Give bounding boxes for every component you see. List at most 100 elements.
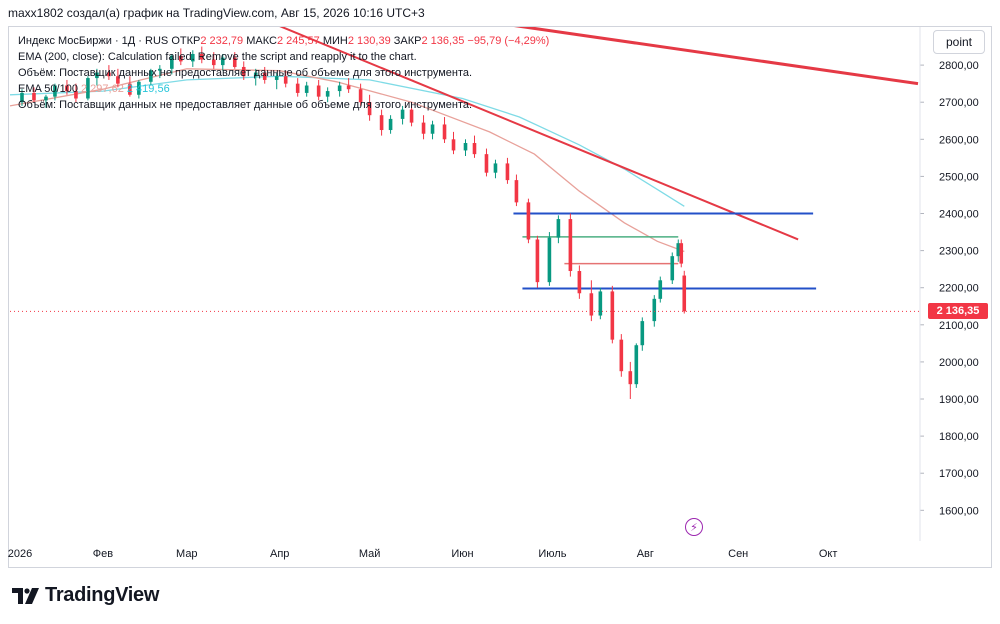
candle-body xyxy=(379,115,384,131)
candle-body xyxy=(65,85,69,92)
candle-body xyxy=(598,291,603,316)
candle-body xyxy=(619,339,624,372)
candle-body xyxy=(74,91,78,99)
candle-body xyxy=(137,81,141,95)
chart-frame xyxy=(8,26,992,568)
candle-body xyxy=(20,92,24,103)
y-tick-label: 1700,00 xyxy=(939,468,979,480)
candle-body xyxy=(568,219,573,272)
candle-body xyxy=(442,124,447,140)
candle-body xyxy=(253,72,258,77)
y-tick-label: 1900,00 xyxy=(939,394,979,406)
candle-body xyxy=(179,55,183,62)
candle-body xyxy=(220,57,225,66)
candle-body xyxy=(149,70,153,82)
x-tick-label: Май xyxy=(359,548,381,560)
x-tick-label: Июн xyxy=(451,548,473,560)
candle-body xyxy=(304,85,309,93)
candle-body xyxy=(676,243,681,257)
candle-body xyxy=(95,72,99,79)
candle-body xyxy=(472,143,477,155)
candle-body xyxy=(577,271,582,294)
candle-body xyxy=(451,139,456,151)
candle-body xyxy=(670,256,675,281)
trendline-long xyxy=(513,27,919,86)
ema100-line xyxy=(9,75,685,207)
x-tick-label: Апр xyxy=(270,548,289,560)
candle-body xyxy=(640,321,645,346)
candle-body xyxy=(589,293,594,316)
candle-body xyxy=(409,109,414,123)
candle-body xyxy=(367,102,372,116)
candle-body xyxy=(652,298,657,322)
candle-body xyxy=(526,202,531,240)
y-tick-label: 2100,00 xyxy=(939,320,979,332)
candle-body xyxy=(400,109,405,119)
candle-body xyxy=(679,243,684,264)
candle-body xyxy=(107,72,111,77)
y-tick-label: 2400,00 xyxy=(939,209,979,221)
candle-body xyxy=(484,154,489,173)
x-tick-label: Июль xyxy=(538,548,566,560)
candle-body xyxy=(493,163,498,173)
candle-body xyxy=(535,239,540,283)
candle-body xyxy=(262,72,267,80)
x-tick-label: 2026 xyxy=(8,548,32,560)
candle-body xyxy=(463,143,468,151)
y-tick-label: 2500,00 xyxy=(939,171,979,183)
candle-body xyxy=(634,345,639,385)
candle-body xyxy=(514,180,519,203)
flash-icon[interactable]: ⚡ xyxy=(685,518,703,536)
candle-body xyxy=(128,83,132,95)
x-tick-label: Сен xyxy=(728,548,748,560)
candle-body xyxy=(316,85,321,97)
x-tick-label: Мар xyxy=(176,548,198,560)
y-tick-label: 1800,00 xyxy=(939,431,979,443)
candle-body xyxy=(199,53,204,60)
candle-body xyxy=(628,371,633,385)
candle-body xyxy=(190,53,195,62)
price-scale-mode-button[interactable]: point xyxy=(933,30,985,54)
candle-body xyxy=(658,280,663,299)
candle-body xyxy=(116,76,120,84)
chart-attribution: maxx1802 создал(а) график на TradingView… xyxy=(8,6,425,20)
candle-body xyxy=(53,85,57,97)
y-tick-label: 2300,00 xyxy=(939,246,979,258)
y-tick-label: 2700,00 xyxy=(939,97,979,109)
x-tick-label: Авг xyxy=(637,548,654,560)
candle-body xyxy=(610,291,615,340)
candle-body xyxy=(241,66,246,77)
y-tick-label: 2800,00 xyxy=(939,60,979,72)
candle-body xyxy=(211,59,216,66)
candle-body xyxy=(556,219,561,238)
candle-body xyxy=(283,76,288,84)
candle-body xyxy=(421,122,426,134)
x-tick-label: Окт xyxy=(819,548,838,560)
plot-area xyxy=(9,27,919,400)
last-price-tag: 2 136,35 xyxy=(928,303,988,320)
y-tick-label: 1600,00 xyxy=(939,505,979,517)
candle-body xyxy=(358,89,363,103)
candle-body xyxy=(44,96,48,101)
candle-body xyxy=(430,124,435,134)
y-tick-label: 2200,00 xyxy=(939,283,979,295)
logo-text: TradingView xyxy=(45,584,160,606)
ema50-line xyxy=(9,68,685,253)
candle-body xyxy=(232,57,237,67)
candle-body xyxy=(170,55,174,69)
candle-body xyxy=(32,92,36,101)
candle-body xyxy=(295,83,300,93)
candle-body xyxy=(86,78,90,99)
candle-body xyxy=(682,275,687,312)
candle-body xyxy=(325,91,330,97)
candle-body xyxy=(547,237,552,283)
candle-body xyxy=(158,68,162,71)
x-tick-label: Фев xyxy=(93,548,113,560)
candle-body xyxy=(346,85,351,90)
tradingview-logo[interactable]: TradingView xyxy=(12,584,159,607)
y-tick-label: 2000,00 xyxy=(939,357,979,369)
candle-body xyxy=(505,163,510,181)
y-tick-label: 2600,00 xyxy=(939,134,979,146)
tradingview-logo-icon xyxy=(12,587,39,604)
